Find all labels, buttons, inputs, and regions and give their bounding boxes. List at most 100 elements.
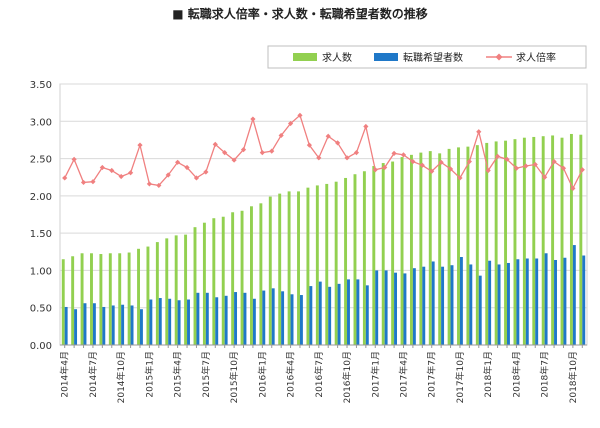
- point-job-ratio: [494, 153, 501, 159]
- bar-job-openings: [202, 222, 206, 345]
- bar-job-openings: [353, 174, 357, 345]
- x-tick-label: 2015年7月: [200, 351, 212, 398]
- bar-job-seekers: [243, 292, 247, 345]
- bar-job-seekers: [497, 264, 501, 345]
- bar-job-seekers: [469, 264, 473, 345]
- point-job-ratio: [438, 159, 444, 165]
- bar-job-seekers: [356, 279, 360, 345]
- bar-job-openings: [344, 177, 348, 345]
- bar-job-seekers: [281, 291, 285, 345]
- x-tick-label: 2017年10月: [454, 351, 466, 403]
- point-job-ratio: [297, 112, 303, 118]
- point-job-ratio: [306, 142, 312, 148]
- bar-job-seekers: [111, 305, 115, 345]
- bar-job-seekers: [375, 270, 379, 345]
- bar-job-openings: [447, 148, 451, 345]
- bar-job-openings: [259, 203, 263, 345]
- point-job-ratio: [466, 158, 472, 165]
- bar-job-seekers: [507, 262, 510, 345]
- bar-job-openings: [438, 153, 442, 345]
- bar-job-seekers: [177, 300, 181, 345]
- point-job-ratio: [560, 165, 567, 171]
- y-tick-label: 1.00: [30, 266, 52, 277]
- bar-job-seekers: [234, 292, 238, 345]
- bar-job-seekers: [394, 272, 397, 345]
- point-job-ratio: [429, 168, 435, 174]
- x-tick-label: 2017年4月: [397, 351, 409, 398]
- bar-job-seekers: [149, 299, 153, 345]
- point-job-ratio: [579, 167, 585, 173]
- point-job-ratio: [504, 156, 510, 162]
- point-job-ratio: [231, 157, 237, 163]
- bar-job-openings: [504, 140, 508, 345]
- bar-job-openings: [485, 142, 489, 345]
- point-job-ratio: [457, 175, 463, 181]
- bar-job-openings: [551, 135, 555, 345]
- x-tick-label: 2016年10月: [341, 351, 353, 403]
- bar-job-openings: [560, 137, 564, 345]
- point-job-ratio: [240, 147, 247, 153]
- x-tick-label: 2014年7月: [87, 351, 99, 398]
- bar-job-seekers: [582, 255, 586, 345]
- point-job-ratio: [513, 165, 520, 171]
- bar-job-openings: [541, 136, 545, 345]
- bar-series: [61, 133, 586, 345]
- bar-job-openings: [315, 185, 319, 345]
- bar-job-openings: [381, 163, 385, 345]
- x-tick-label: 2016年1月: [256, 351, 268, 398]
- bar-job-seekers: [365, 285, 369, 345]
- bar-job-openings: [532, 136, 536, 345]
- bar-job-seekers: [130, 305, 134, 345]
- bar-job-openings: [61, 259, 65, 345]
- point-job-ratio: [175, 159, 181, 165]
- y-tick-label: 3.00: [30, 117, 52, 128]
- bar-job-openings: [118, 253, 122, 345]
- bar-job-openings: [400, 157, 404, 345]
- bar-job-seekers: [403, 273, 407, 345]
- x-axis: 2014年4月 2014年7月 2014年10月 2015年1月 2015年4月 2015…: [59, 344, 587, 403]
- bar-job-seekers: [83, 303, 87, 345]
- point-job-ratio: [71, 156, 77, 162]
- x-tick-label: 2018年7月: [539, 351, 551, 398]
- bar-job-seekers: [459, 257, 463, 345]
- bar-job-seekers: [262, 290, 266, 345]
- legend-label-job-openings: 求人数: [322, 51, 352, 64]
- point-job-ratio: [410, 158, 416, 165]
- x-tick-label: 2016年4月: [285, 351, 297, 398]
- x-tick-label: 2018年1月: [482, 351, 494, 398]
- point-job-ratio: [542, 174, 548, 180]
- bar-job-seekers: [158, 298, 162, 345]
- legend-box: [267, 45, 587, 69]
- x-tick-label: 2015年10月: [228, 351, 240, 403]
- point-job-ratio: [570, 185, 576, 191]
- bar-job-seekers: [139, 309, 143, 345]
- bar-job-seekers: [252, 298, 256, 345]
- bar-job-seekers: [328, 286, 332, 345]
- point-job-ratio: [99, 164, 105, 171]
- point-job-ratio: [316, 155, 322, 161]
- y-tick-label: 2.50: [30, 155, 52, 166]
- bar-job-seekers: [422, 266, 426, 345]
- point-job-ratio: [193, 175, 200, 181]
- bar-job-openings: [127, 252, 131, 345]
- y-tick-label: 0.50: [30, 304, 52, 315]
- bar-job-seekers: [290, 294, 294, 345]
- point-job-ratio: [532, 161, 538, 168]
- bar-job-openings: [212, 218, 216, 345]
- legend-swatch-job-seekers: [374, 53, 398, 61]
- legend-swatch-job-openings: [293, 53, 317, 61]
- bar-job-seekers: [516, 259, 520, 345]
- bar-job-seekers: [102, 306, 106, 345]
- bar-job-seekers: [384, 270, 388, 345]
- y-tick-label: 3.50: [30, 80, 52, 91]
- bar-job-openings: [362, 171, 366, 345]
- x-tick-label: 2015年1月: [143, 351, 155, 398]
- bar-job-seekers: [205, 292, 209, 345]
- bar-job-openings: [579, 134, 583, 345]
- bar-job-openings: [278, 193, 282, 345]
- point-job-ratio: [278, 132, 284, 139]
- bar-job-openings: [297, 191, 300, 345]
- bar-job-openings: [428, 151, 432, 345]
- point-job-ratio: [137, 142, 143, 148]
- legend-swatch-ratio-marker: [495, 53, 503, 61]
